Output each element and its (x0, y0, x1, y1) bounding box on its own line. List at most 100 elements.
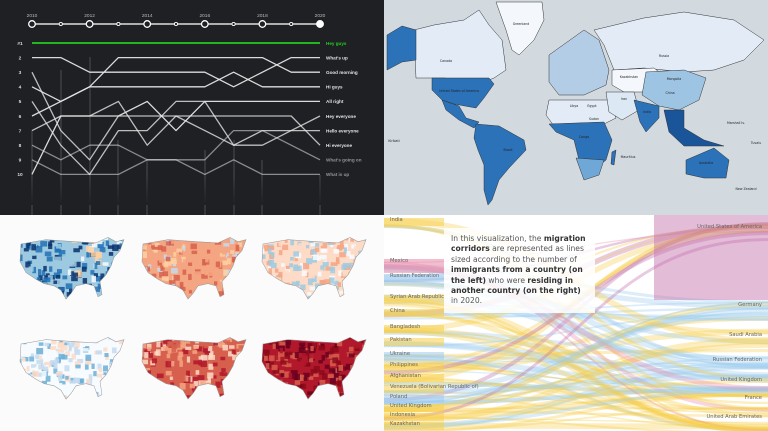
year-tick-label[interactable]: 2014 (142, 13, 153, 19)
migration-corridor[interactable] (384, 375, 768, 426)
migration-corridor[interactable] (384, 337, 768, 414)
series-label[interactable]: Hey everyone (326, 114, 356, 119)
migration-corridor[interactable] (384, 341, 768, 393)
migration-corridor[interactable] (384, 406, 768, 431)
migration-corridor[interactable] (384, 343, 768, 411)
series-label[interactable]: All right (326, 99, 344, 104)
migration-corridor[interactable] (384, 301, 768, 405)
migration-corridor[interactable] (384, 393, 768, 431)
series-label[interactable]: What's going on (326, 158, 362, 163)
right-node-label[interactable]: Saudi Arabia (729, 332, 762, 338)
migration-corridor[interactable] (384, 364, 768, 398)
russia-region[interactable] (593, 11, 765, 73)
us-map[interactable] (16, 233, 131, 307)
migration-corridor[interactable] (384, 369, 768, 391)
migration-corridor[interactable] (384, 329, 768, 360)
timeline-year-dot[interactable] (116, 21, 121, 27)
us-map[interactable] (138, 333, 253, 407)
north-africa-region[interactable] (545, 99, 617, 127)
migration-corridor[interactable] (384, 415, 768, 431)
world-choropleth-map[interactable]: Greenland Canada United States of America R… (384, 0, 768, 215)
us-map[interactable] (138, 233, 253, 307)
migration-corridor[interactable] (384, 349, 768, 358)
migration-corridor[interactable] (384, 308, 768, 405)
year-timeline[interactable]: 2010 2012 2014 2016 2018 2020 (27, 13, 326, 28)
migration-corridor[interactable] (384, 330, 768, 379)
year-tick-label[interactable]: 2018 (257, 13, 268, 19)
left-node-label[interactable]: Indonesia (390, 412, 416, 418)
timeline-year-dot[interactable] (173, 21, 179, 27)
series-line[interactable] (31, 100, 320, 176)
series-line[interactable] (31, 159, 320, 176)
migration-corridor[interactable] (384, 379, 768, 418)
left-node-label[interactable]: Kazakhstan (390, 421, 420, 427)
migration-corridor[interactable] (384, 387, 768, 405)
series-label[interactable]: Good morning (326, 70, 358, 75)
madagascar-region[interactable] (610, 149, 617, 166)
year-tick-label[interactable]: 2010 (27, 13, 38, 19)
left-node-label[interactable]: China (390, 308, 405, 314)
timeline-year-dot[interactable] (28, 20, 36, 28)
canada-region[interactable] (413, 9, 507, 83)
migration-corridor[interactable] (384, 353, 768, 431)
series-line[interactable] (31, 71, 320, 103)
series-line[interactable] (32, 56, 320, 88)
series-label[interactable]: What is up (326, 172, 349, 177)
timeline-year-dot[interactable] (231, 21, 236, 27)
timeline-year-dot[interactable] (258, 20, 267, 28)
migration-corridor[interactable] (384, 329, 768, 405)
series-label[interactable]: Hey guys (326, 41, 347, 46)
left-node-label[interactable]: Bangladesh (390, 324, 421, 330)
migration-corridor[interactable] (384, 409, 768, 418)
migration-corridor[interactable] (384, 393, 768, 413)
southeast-asia-region[interactable] (663, 109, 725, 147)
left-node-label[interactable]: Pakistan (390, 337, 412, 343)
left-node-label[interactable]: Afghanistan (390, 373, 421, 379)
timeline-year-dot[interactable] (289, 21, 294, 27)
year-tick-label[interactable]: 2020 (315, 13, 326, 19)
right-node-label[interactable]: United Kingdom (720, 377, 762, 383)
migration-corridor[interactable] (384, 310, 768, 431)
migration-corridor[interactable] (384, 367, 768, 431)
migration-corridor[interactable] (384, 417, 768, 424)
migration-corridor[interactable] (384, 328, 768, 375)
timeline-year-dot[interactable] (85, 20, 94, 28)
south-america-region[interactable] (473, 123, 527, 206)
middle-east-region[interactable] (605, 91, 640, 121)
alaska-region[interactable] (386, 25, 417, 71)
migration-corridor[interactable] (384, 354, 768, 369)
migration-corridor[interactable] (384, 377, 768, 412)
series-label[interactable]: Hi everyone (326, 143, 352, 148)
right-node-label[interactable]: United States of America (697, 224, 762, 230)
right-node-label[interactable]: France (744, 395, 762, 401)
australia-region[interactable] (685, 147, 730, 179)
timeline-year-dot[interactable] (58, 21, 63, 27)
migration-corridor[interactable] (384, 389, 768, 428)
migration-corridor[interactable] (384, 301, 768, 413)
us-map[interactable] (16, 333, 132, 407)
india-region[interactable] (633, 99, 660, 133)
series-label[interactable]: Hello everyone (326, 128, 359, 133)
migration-corridor[interactable] (384, 358, 768, 392)
migration-corridor[interactable] (384, 358, 768, 431)
left-node-label[interactable]: Philippines (390, 362, 418, 368)
timeline-year-dot[interactable] (143, 20, 152, 28)
timeline-year-dot[interactable] (200, 20, 209, 28)
migration-corridor[interactable] (384, 422, 768, 430)
migration-corridor[interactable] (384, 313, 768, 348)
series-line[interactable] (31, 100, 321, 146)
migration-corridor[interactable] (384, 238, 768, 420)
series-label[interactable]: What's up (326, 55, 348, 60)
us-map[interactable] (258, 333, 374, 407)
migration-corridor[interactable] (384, 390, 768, 414)
us-map[interactable] (258, 233, 374, 307)
migration-corridor[interactable] (384, 356, 768, 400)
left-node-label[interactable]: United Kingdom (390, 403, 432, 409)
migration-corridor[interactable] (384, 340, 768, 382)
southern-africa-region[interactable] (575, 157, 605, 181)
left-node-label[interactable]: Russian Federation (390, 273, 440, 279)
migration-corridor[interactable] (384, 393, 768, 430)
year-tick-label[interactable]: 2016 (199, 13, 210, 19)
left-node-label[interactable]: Ukraine (390, 351, 411, 357)
migration-corridor[interactable] (384, 365, 768, 397)
